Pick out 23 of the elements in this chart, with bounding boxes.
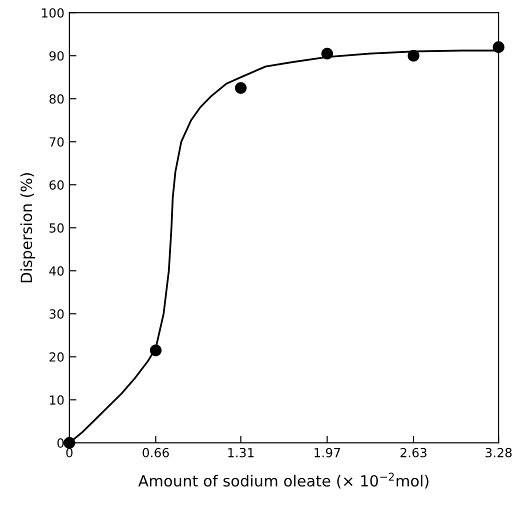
x-axis-title: Amount of sodium oleate (× 10$^{−2}$mol): [138, 472, 428, 488]
x-tick-label: 2.63: [400, 448, 426, 458]
y-tick-label: 50: [50, 223, 64, 233]
point: [234, 82, 247, 94]
y-tick-label: 0: [57, 438, 64, 448]
y-tick-label: 100: [42, 8, 64, 18]
y-tick-label: 60: [49, 180, 64, 190]
point: [321, 48, 334, 60]
x-tick-label: 3.28: [486, 448, 512, 458]
y-tick-label: 90: [49, 51, 64, 61]
y-tick-label: 30: [50, 309, 64, 319]
y-tick-label: 80: [49, 94, 64, 104]
y-axis-title: Dispersion (%): [20, 173, 36, 282]
y-tick-label: 20: [50, 352, 64, 362]
x-tick-label: 0.66: [142, 448, 169, 458]
y-tick-label: 40: [49, 266, 64, 276]
x-tick-label: 1.31: [228, 448, 254, 458]
point: [492, 41, 504, 53]
y-tick-label: 10: [50, 395, 64, 405]
point: [408, 50, 420, 62]
y-tick-label: 70: [50, 137, 64, 147]
x-tick-label: 1.97: [314, 448, 340, 458]
point: [150, 344, 162, 356]
